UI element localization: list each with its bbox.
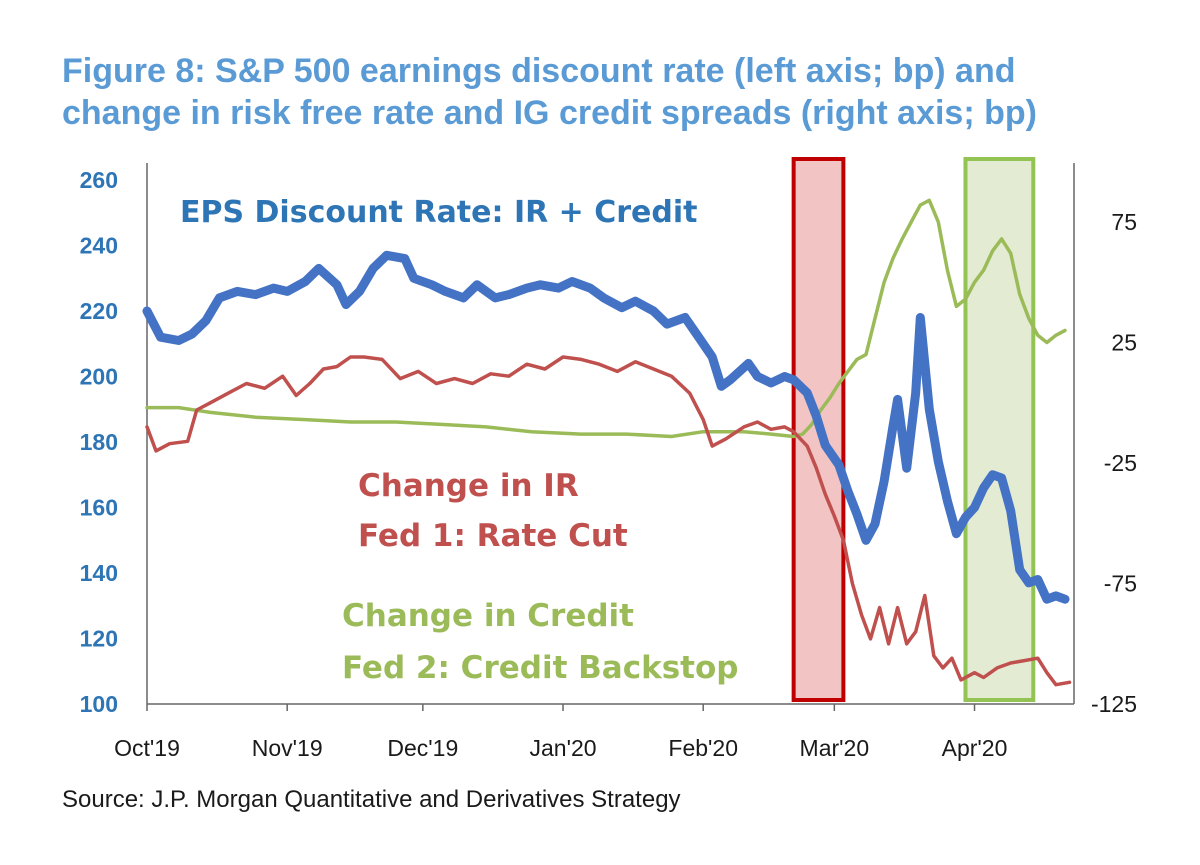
series-line-ir (145, 355, 1072, 687)
y-right-tick-label: -125 (1091, 691, 1137, 717)
y-left-tick-label: 260 (80, 167, 118, 193)
y-right-tick-label: -75 (1104, 571, 1137, 597)
series-line-credit (145, 198, 1067, 439)
y-left-tick-label: 160 (80, 495, 118, 521)
y-left-tick-label: 240 (80, 233, 118, 259)
source-note: Source: J.P. Morgan Quantitative and Der… (62, 786, 681, 813)
annotations: EPS Discount Rate: IR + Credit Change in… (180, 195, 738, 686)
annotation-change-in-credit: Change in Credit (342, 598, 634, 634)
y-right-tick-label: -25 (1104, 450, 1137, 476)
annotation-fed2-credit-backstop: Fed 2: Credit Backstop (342, 650, 738, 686)
x-tick-label: Feb'20 (668, 735, 738, 761)
x-tick-label: Nov'19 (252, 735, 323, 761)
x-tick-label: Jan'20 (529, 735, 596, 761)
y-left-tick-label: 220 (80, 298, 118, 324)
annotation-fed1-rate-cut: Fed 1: Rate Cut (358, 518, 628, 554)
chart-title-line-2: change in risk free rate and IG credit s… (62, 94, 1037, 132)
axes: 100 120 140 160 180 200 220 240 260 -125 -75 -25 25 7… (80, 163, 1137, 761)
shaded-regions (791, 157, 1036, 702)
annotation-change-in-ir: Change in IR (358, 468, 579, 504)
x-tick-label: Dec'19 (387, 735, 458, 761)
y-left-tick-label: 180 (80, 429, 118, 455)
y-right-tick-label: 25 (1111, 330, 1137, 356)
y-right-tick-label: 75 (1111, 209, 1137, 235)
series-line-eps (142, 250, 1070, 604)
x-tick-label: Apr'20 (942, 735, 1008, 761)
series-lines (142, 198, 1072, 687)
x-tick-label: Mar'20 (800, 735, 870, 761)
y-left-tick-label: 100 (80, 691, 118, 717)
x-tick-label: Oct'19 (114, 735, 180, 761)
shaded-region-1 (791, 157, 846, 702)
y-left-tick-label: 140 (80, 560, 118, 586)
shaded-region-2 (963, 157, 1036, 702)
chart-title: Figure 8: S&P 500 earnings discount rate… (62, 50, 1182, 134)
annotation-eps-discount-rate: EPS Discount Rate: IR + Credit (180, 195, 698, 230)
y-left-tick-label: 120 (80, 626, 118, 652)
y-left-tick-label: 200 (80, 364, 118, 390)
chart-title-line-1: Figure 8: S&P 500 earnings discount rate… (62, 52, 1016, 90)
